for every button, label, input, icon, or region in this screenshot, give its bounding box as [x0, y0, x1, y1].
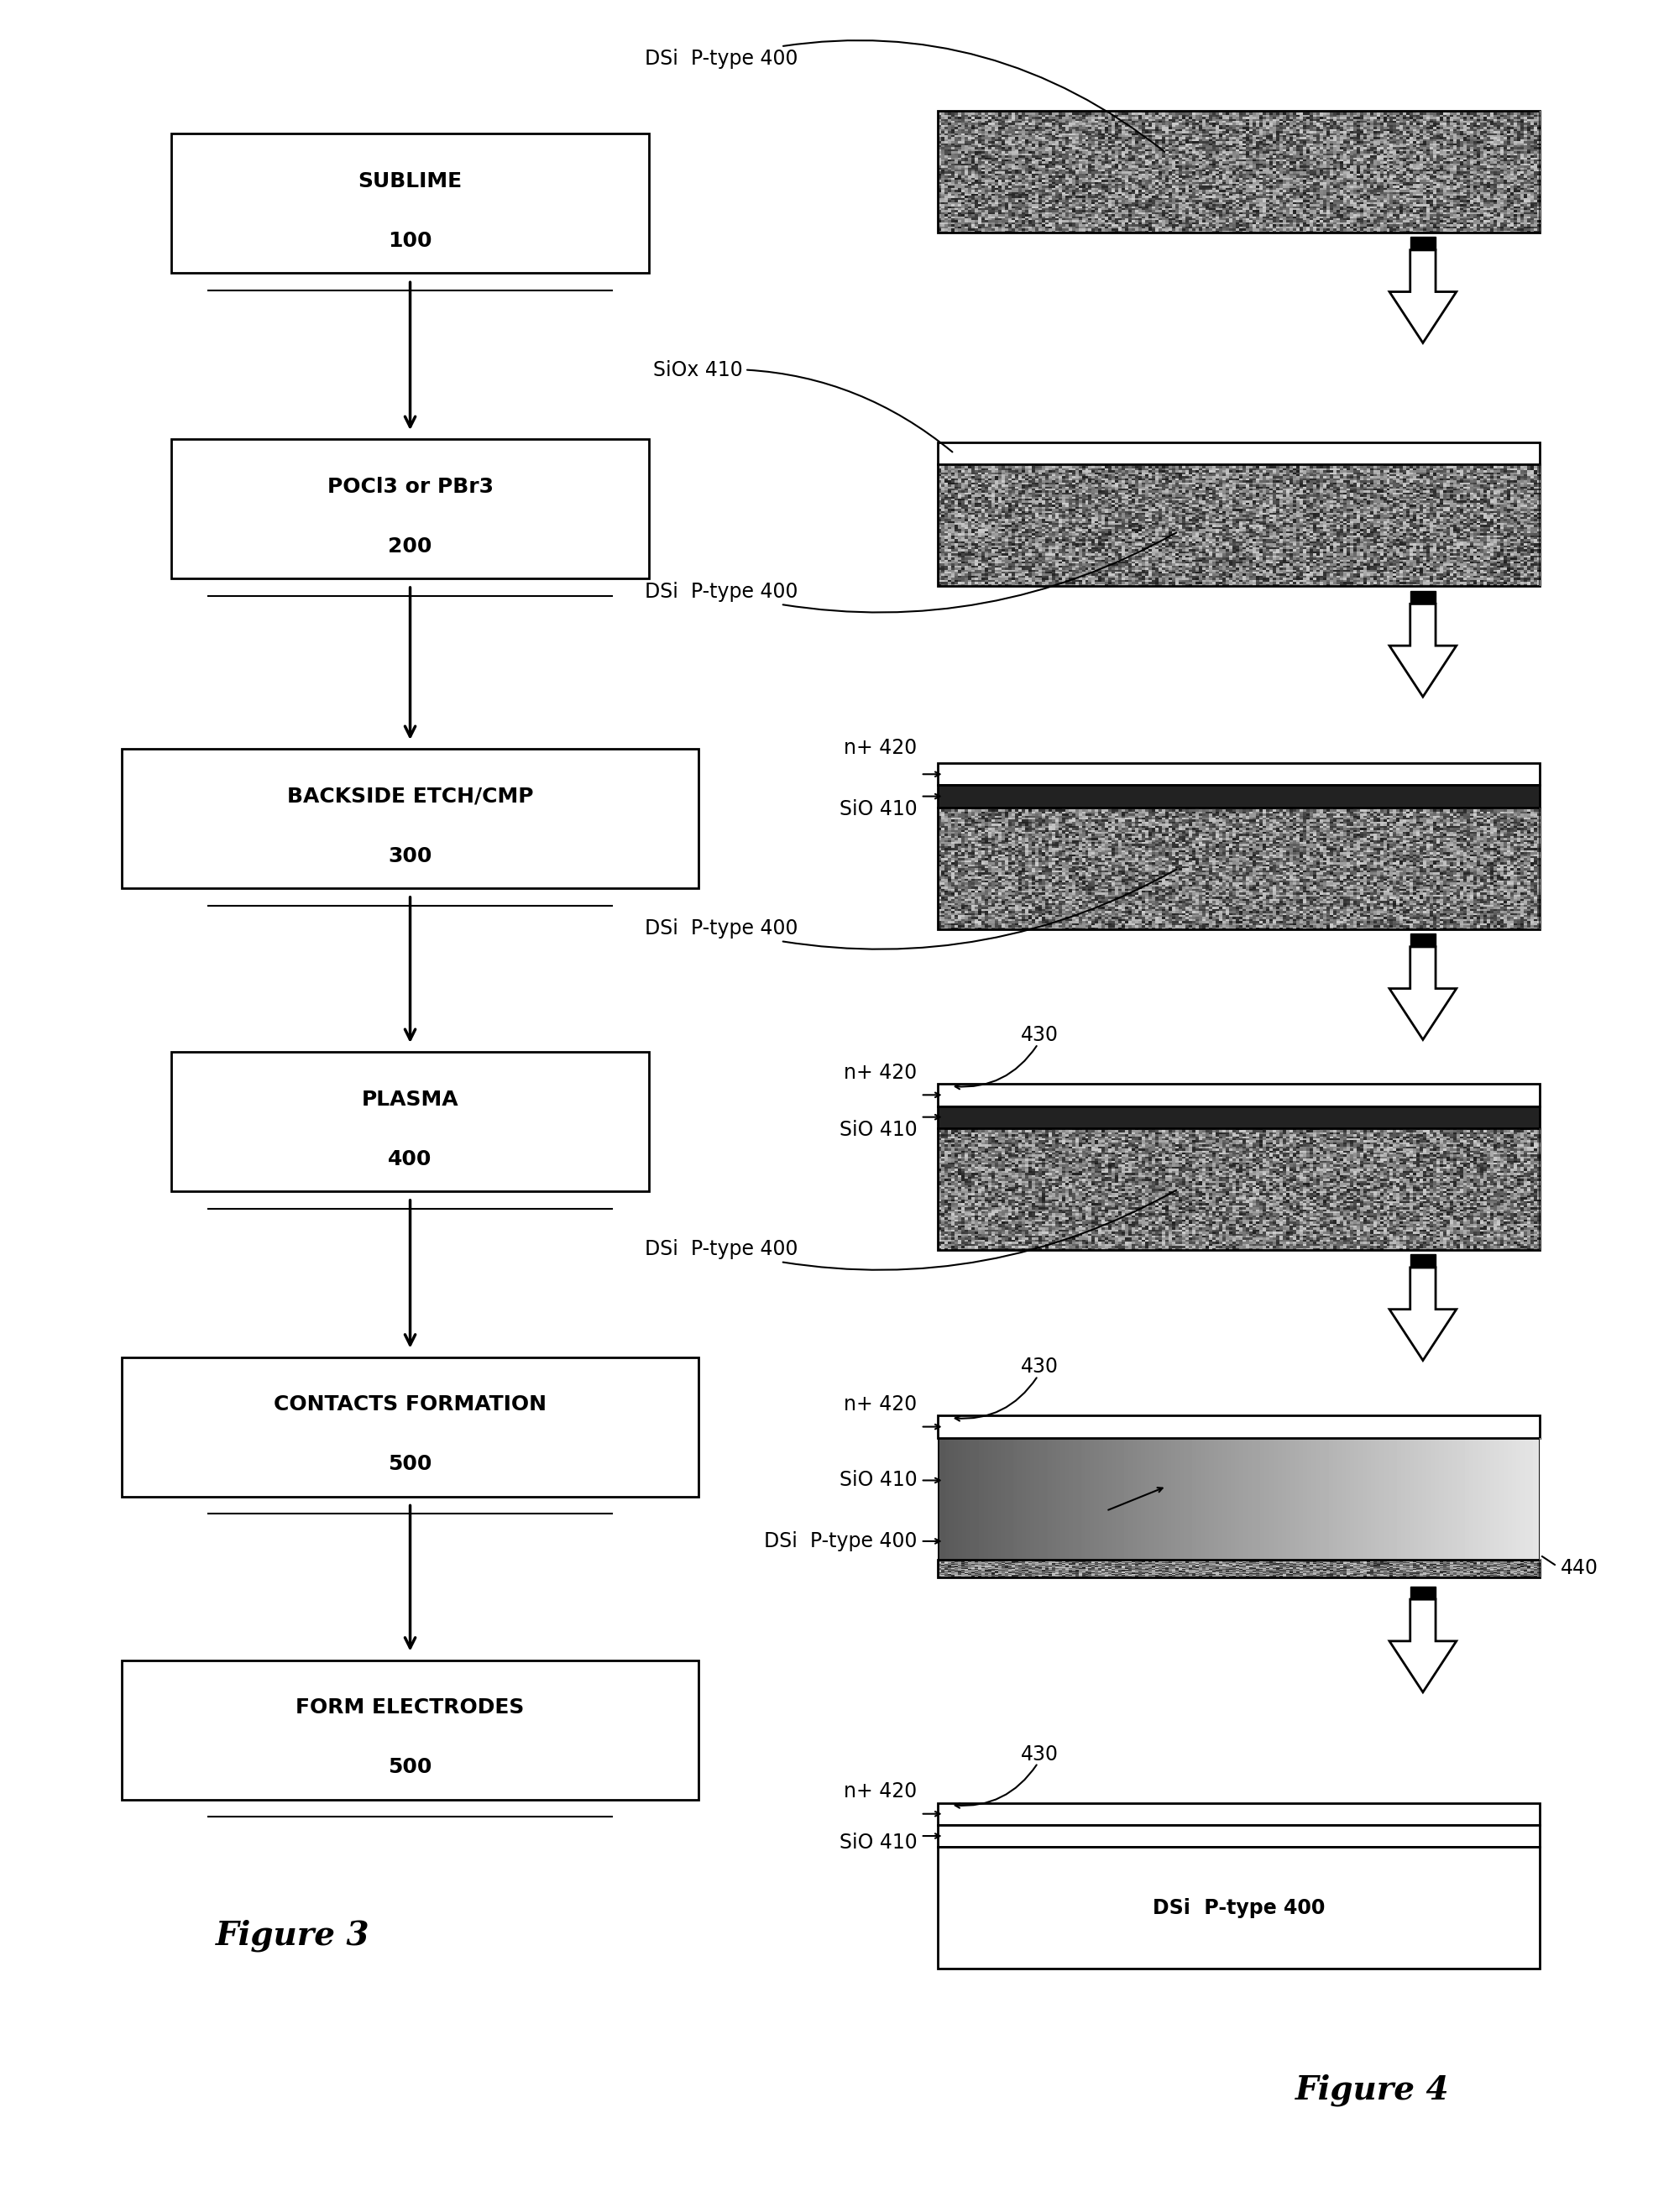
Text: CONTACTS FORMATION: CONTACTS FORMATION: [275, 1394, 546, 1416]
Text: n+ 420: n+ 420: [844, 1062, 917, 1084]
Text: 500: 500: [388, 1756, 432, 1778]
Text: SiO 410: SiO 410: [839, 1119, 917, 1141]
Text: SiOx 410: SiOx 410: [653, 361, 953, 451]
Bar: [1410, 1586, 1436, 1599]
Text: n+ 420: n+ 420: [844, 1394, 917, 1416]
Bar: [937, 785, 1540, 807]
Bar: [937, 1106, 1540, 1128]
Text: 440: 440: [1560, 1557, 1599, 1579]
Text: 430: 430: [1021, 1743, 1060, 1765]
Bar: [937, 763, 1540, 785]
Bar: [121, 748, 700, 887]
Text: DSi  P-type 400: DSi P-type 400: [644, 869, 1177, 949]
Bar: [937, 807, 1540, 929]
Bar: [937, 1128, 1540, 1250]
Text: 300: 300: [388, 845, 432, 867]
Polygon shape: [1389, 604, 1456, 697]
Bar: [1410, 933, 1436, 947]
Text: SUBLIME: SUBLIME: [358, 170, 462, 192]
Text: 200: 200: [388, 535, 432, 557]
Text: DSi  P-type 400: DSi P-type 400: [644, 533, 1177, 613]
Bar: [172, 438, 648, 577]
Polygon shape: [1389, 1267, 1456, 1360]
Bar: [121, 1356, 700, 1495]
Bar: [1410, 237, 1436, 250]
Text: BACKSIDE ETCH/CMP: BACKSIDE ETCH/CMP: [286, 785, 534, 807]
Text: DSi  P-type 400: DSi P-type 400: [1153, 1898, 1324, 1918]
Bar: [937, 1559, 1540, 1577]
Bar: [937, 1803, 1540, 1825]
Text: 500: 500: [388, 1453, 432, 1475]
Text: DSi  P-type 400: DSi P-type 400: [644, 40, 1165, 153]
Text: Figure 3: Figure 3: [216, 1920, 370, 1951]
Polygon shape: [1389, 947, 1456, 1040]
Text: 100: 100: [388, 230, 432, 252]
Text: DSi  P-type 400: DSi P-type 400: [763, 1531, 917, 1551]
Bar: [121, 1659, 700, 1801]
Text: PLASMA: PLASMA: [362, 1088, 459, 1110]
Text: SiO 410: SiO 410: [839, 799, 917, 821]
Text: 430: 430: [1021, 1356, 1060, 1378]
Bar: [937, 1847, 1540, 1969]
Text: DSi  P-type 400: DSi P-type 400: [644, 1190, 1177, 1270]
Text: POCl3 or PBr3: POCl3 or PBr3: [326, 476, 494, 498]
Polygon shape: [1389, 1599, 1456, 1692]
Bar: [937, 1825, 1540, 1847]
Bar: [937, 1416, 1540, 1438]
Bar: [937, 1084, 1540, 1106]
Text: SiO 410: SiO 410: [839, 1471, 917, 1491]
Text: SiO 410: SiO 410: [839, 1832, 917, 1854]
Text: 430: 430: [1021, 1024, 1060, 1046]
Text: n+ 420: n+ 420: [844, 737, 917, 759]
Bar: [172, 1053, 648, 1190]
Bar: [1410, 591, 1436, 604]
Text: n+ 420: n+ 420: [844, 1781, 917, 1803]
Bar: [1410, 1254, 1436, 1267]
Text: Figure 4: Figure 4: [1296, 2075, 1450, 2106]
Bar: [937, 111, 1540, 232]
Bar: [172, 133, 648, 272]
Bar: [937, 465, 1540, 586]
Text: 400: 400: [388, 1148, 432, 1170]
Text: FORM ELECTRODES: FORM ELECTRODES: [296, 1697, 524, 1719]
Bar: [937, 442, 1540, 465]
Polygon shape: [1389, 250, 1456, 343]
